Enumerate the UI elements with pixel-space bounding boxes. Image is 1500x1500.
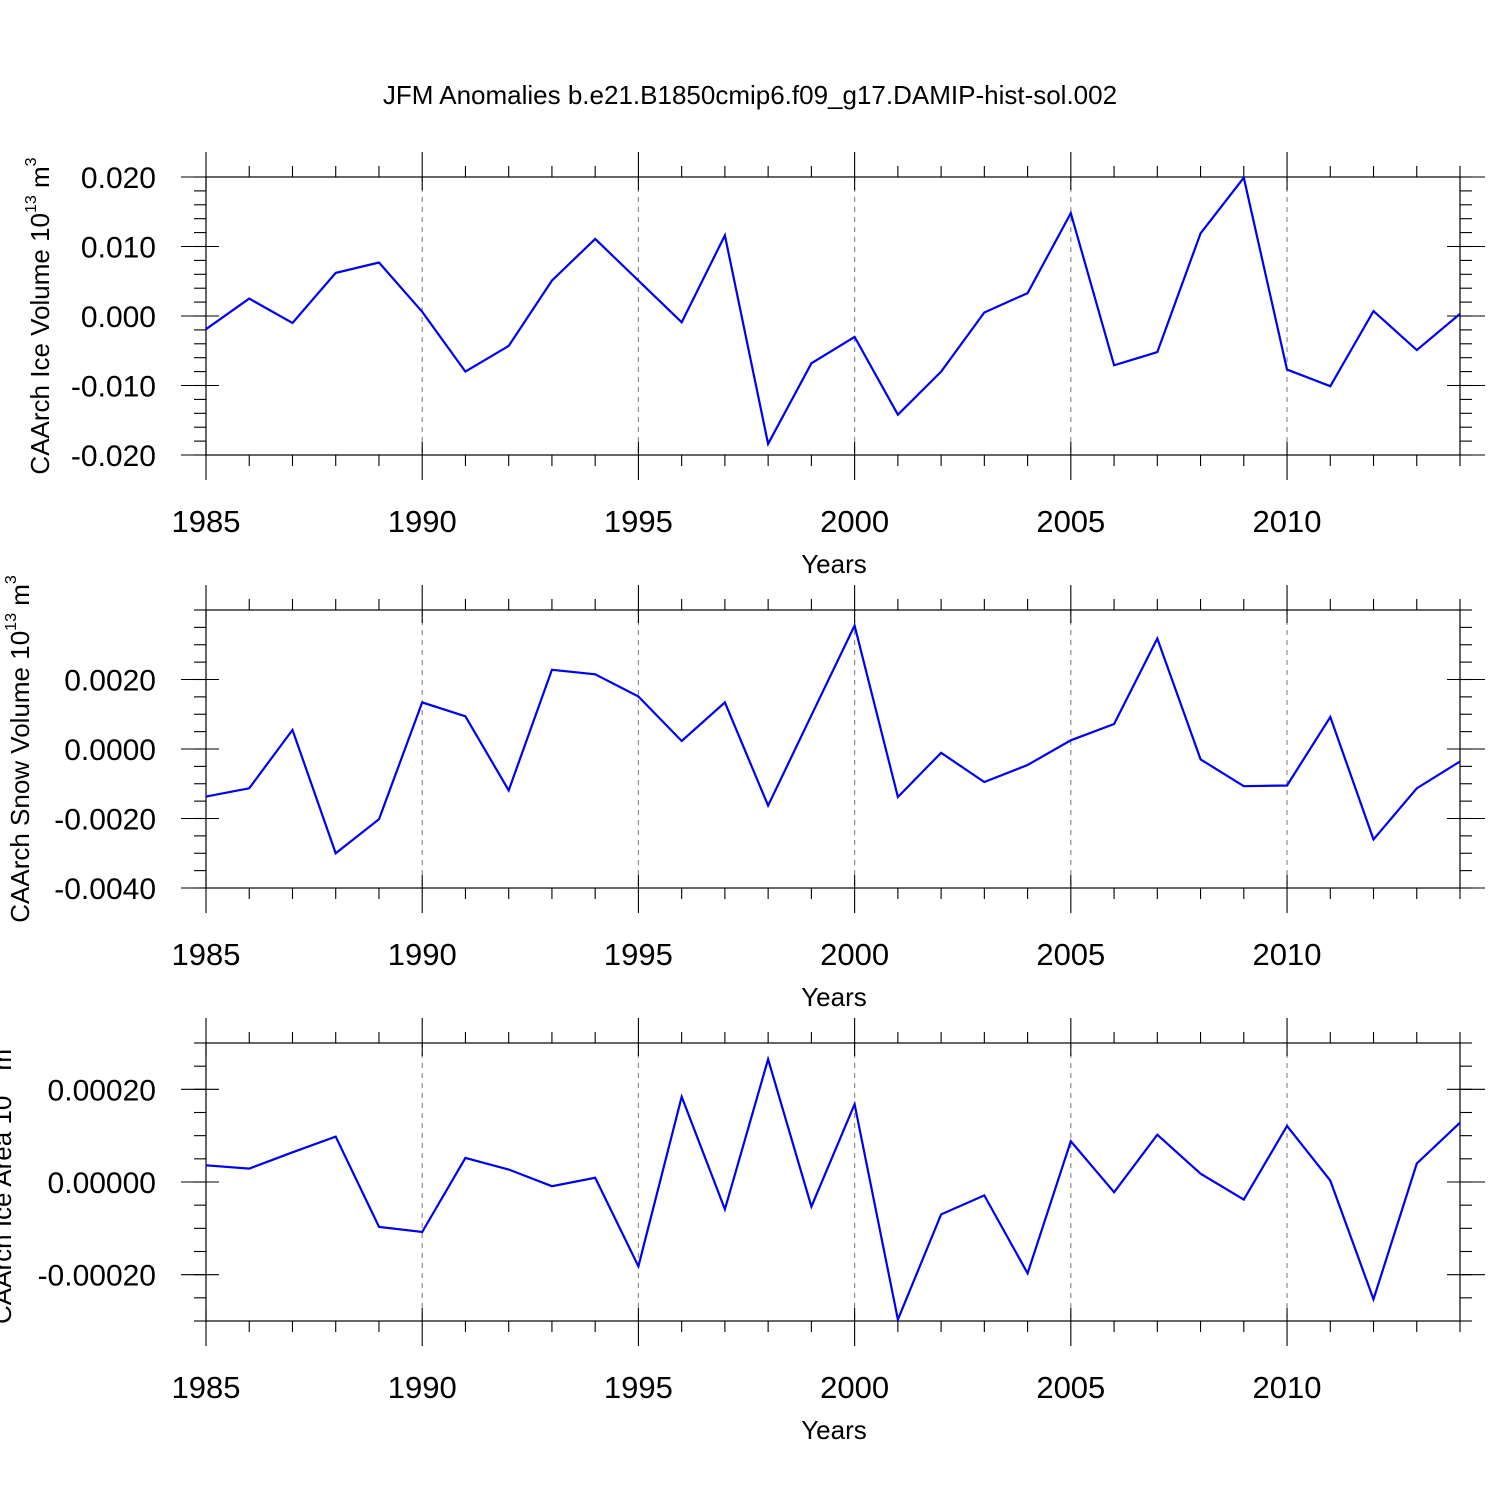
y-tick-label: -0.020 [71, 440, 156, 473]
x-tick-label: 2005 [1036, 504, 1105, 539]
x-tick-label: 1995 [604, 937, 673, 972]
x-tick-label: 1995 [604, 504, 673, 539]
x-tick-label: 2005 [1036, 937, 1105, 972]
panel-ice-volume: 1985 1990 1995 2000 2005 2010 -0.020 -0.010 0.00… [23, 152, 1485, 579]
x-tick-label: 1990 [388, 1370, 457, 1405]
y-tick-label: 0.00020 [48, 1074, 156, 1107]
x-tick-label: 2005 [1036, 1370, 1105, 1405]
x-tick-label: 2010 [1253, 504, 1322, 539]
x-axis-title: Years [801, 982, 867, 1012]
plot-frame [205, 609, 1461, 889]
series-line-snow-volume [205, 622, 1461, 856]
x-tick-label: 1990 [388, 504, 457, 539]
x-tick-label: 2010 [1253, 1370, 1322, 1405]
y-tick-label: -0.0020 [54, 804, 156, 837]
y-tick-label: 0.0000 [64, 734, 156, 767]
chart-title: JFM Anomalies b.e21.B1850cmip6.f09_g17.D… [383, 80, 1117, 110]
plot-frame [205, 176, 1461, 456]
plot-frame [205, 1042, 1461, 1322]
y-tick-label: -0.00020 [38, 1260, 156, 1293]
panel-ice-area: 1985 1990 1995 2000 2005 2010 -0.00020 0.00000 0… [0, 1018, 1485, 1445]
x-tick-label: 1985 [172, 937, 241, 972]
y-tick-label: 0.020 [81, 162, 156, 195]
x-tick-label: 1985 [172, 504, 241, 539]
x-tick-label: 2000 [820, 1370, 889, 1405]
y-axis-title: CAArch Ice Area 1013 m2 [0, 1040, 17, 1324]
x-tick-label: 2010 [1253, 937, 1322, 972]
series-line-ice-volume [205, 175, 1461, 448]
y-tick-label: -0.0040 [54, 873, 156, 906]
x-tick-label: 2000 [820, 504, 889, 539]
y-tick-label: 0.0020 [64, 665, 156, 698]
x-tick-label: 1985 [172, 1370, 241, 1405]
series-line-ice-area [205, 1055, 1461, 1324]
y-tick-label: 0.00000 [48, 1167, 156, 1200]
x-tick-label: 1995 [604, 1370, 673, 1405]
y-axis-title: CAArch Ice Volume 1013 m3 [23, 157, 55, 474]
x-tick-label: 1990 [388, 937, 457, 972]
x-tick-label: 2000 [820, 937, 889, 972]
y-tick-label: 0.010 [81, 232, 156, 265]
x-axis-title: Years [801, 1415, 867, 1445]
y-tick-label: -0.010 [71, 371, 156, 404]
x-axis-title: Years [801, 549, 867, 579]
panel-snow-volume: 1985 1990 1995 2000 2005 2010 -0.0040 -0.0020 0.… [3, 575, 1485, 1012]
y-tick-label: 0.000 [81, 301, 156, 334]
y-axis-title: CAArch Snow Volume 1013 m3 [3, 575, 35, 923]
